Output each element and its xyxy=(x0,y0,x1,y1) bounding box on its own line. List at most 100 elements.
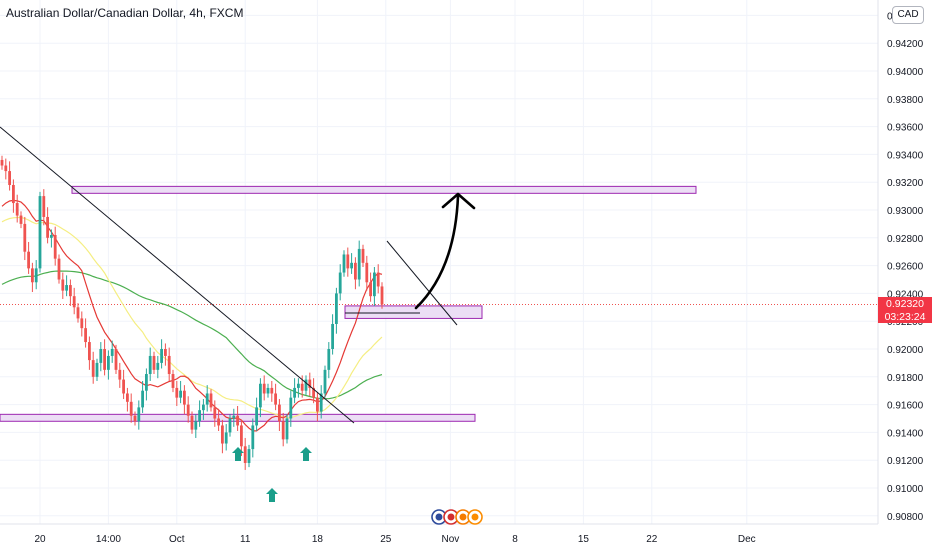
candle-body xyxy=(289,397,293,419)
last-price-tag: 0.92320 03:23:24 xyxy=(878,297,932,323)
last-price-value: 0.92320 xyxy=(886,298,924,310)
calendar-flag-dot xyxy=(459,513,467,521)
y-tick-label: 0.91600 xyxy=(887,401,924,412)
candle-body xyxy=(167,355,171,375)
candle-body xyxy=(198,410,201,422)
candle-body xyxy=(4,165,8,172)
demand-zone xyxy=(344,305,483,319)
candle-body xyxy=(38,196,42,269)
candle-body xyxy=(164,349,167,356)
candle-body xyxy=(171,374,175,388)
candle-body xyxy=(183,390,186,405)
candle-body xyxy=(369,282,372,297)
candle-body xyxy=(251,425,255,450)
calendar-flag-dot xyxy=(471,513,479,521)
wedge-trendline xyxy=(386,240,458,326)
y-tick-label: 0.91200 xyxy=(887,456,924,467)
y-tick-label: 0.94200 xyxy=(887,39,924,50)
calendar-flag-dot xyxy=(447,513,455,521)
candle-body xyxy=(129,401,133,416)
y-tick-label: 0.92800 xyxy=(887,234,924,245)
candle-body xyxy=(133,415,137,422)
candle-body xyxy=(319,393,323,412)
candle-body xyxy=(354,262,357,280)
candle-body xyxy=(179,390,182,398)
candle-body xyxy=(99,349,103,363)
resistance-zone xyxy=(71,185,697,194)
candle-body xyxy=(297,383,300,388)
candle-body xyxy=(209,393,213,408)
candle-body xyxy=(304,379,308,391)
candle-body xyxy=(12,184,15,204)
candle-body xyxy=(156,362,160,370)
currency-badge[interactable]: CAD xyxy=(892,6,924,24)
candle-body xyxy=(175,387,179,398)
bottom-arrow-icon xyxy=(232,447,244,461)
candle-body xyxy=(373,272,376,297)
candle-body xyxy=(262,383,266,394)
candle-body xyxy=(95,362,99,377)
x-tick-label: 25 xyxy=(380,534,392,545)
candle-body xyxy=(19,215,23,224)
candle-body xyxy=(0,159,4,166)
candle-body xyxy=(232,415,236,419)
candle-body xyxy=(281,421,285,440)
candle-body xyxy=(205,393,209,405)
candle-body xyxy=(338,272,342,294)
ma-mid-line xyxy=(1,216,383,419)
candle-body xyxy=(148,355,152,375)
candle-body xyxy=(240,425,243,447)
candle-body xyxy=(224,432,228,444)
candle-body xyxy=(380,286,384,305)
candle-body xyxy=(61,279,65,291)
candle-body xyxy=(331,323,334,349)
y-tick-label: 0.94000 xyxy=(887,67,924,78)
candle-body xyxy=(152,355,156,370)
y-tick-label: 0.91800 xyxy=(887,373,924,384)
candle-body xyxy=(42,196,46,217)
candle-body xyxy=(46,216,49,238)
candle-body xyxy=(8,171,11,185)
candle-body xyxy=(308,379,312,388)
candle-body xyxy=(57,258,61,280)
y-tick-label: 0.93600 xyxy=(887,123,924,134)
y-tick-label: 0.92400 xyxy=(887,289,924,300)
x-tick-label: Dec xyxy=(738,534,756,545)
candle-body xyxy=(361,248,365,263)
candle-body xyxy=(114,349,118,370)
y-tick-label: 0.93400 xyxy=(887,150,924,161)
candle-body xyxy=(346,254,350,269)
candle-countdown: 03:23:24 xyxy=(884,310,926,323)
bottom-arrow-icon xyxy=(300,447,312,461)
x-tick-label: Nov xyxy=(442,534,460,545)
candle-body xyxy=(145,374,148,391)
x-tick-label: 11 xyxy=(240,534,251,545)
candle-body xyxy=(255,407,258,426)
calendar-flag-dot xyxy=(435,513,443,521)
candle-body xyxy=(316,397,319,412)
candle-body xyxy=(236,415,239,426)
candle-body xyxy=(137,407,141,422)
y-tick-label: 0.93000 xyxy=(887,206,924,217)
x-tick-label: 22 xyxy=(646,534,658,545)
bottom-arrow-icon xyxy=(266,488,278,502)
y-tick-label: 0.92000 xyxy=(887,345,924,356)
candle-body xyxy=(27,251,30,269)
candle-body xyxy=(186,404,190,416)
candle-body xyxy=(293,387,296,398)
candle-body xyxy=(357,248,361,280)
candle-body xyxy=(72,296,76,308)
candle-body xyxy=(190,415,194,430)
y-tick-label: 0.92600 xyxy=(887,262,924,273)
candle-body xyxy=(266,387,270,394)
candle-body xyxy=(342,254,346,273)
candle-body xyxy=(274,393,277,405)
candle-body xyxy=(103,349,106,370)
candle-body xyxy=(243,446,247,463)
candle-body xyxy=(278,404,281,422)
candle-body xyxy=(122,379,125,394)
candle-body xyxy=(323,369,327,394)
x-tick-label: 20 xyxy=(34,534,46,545)
candle-body xyxy=(34,268,38,283)
